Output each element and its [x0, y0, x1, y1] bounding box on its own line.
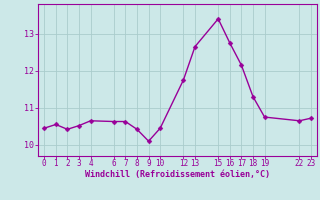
- X-axis label: Windchill (Refroidissement éolien,°C): Windchill (Refroidissement éolien,°C): [85, 170, 270, 179]
